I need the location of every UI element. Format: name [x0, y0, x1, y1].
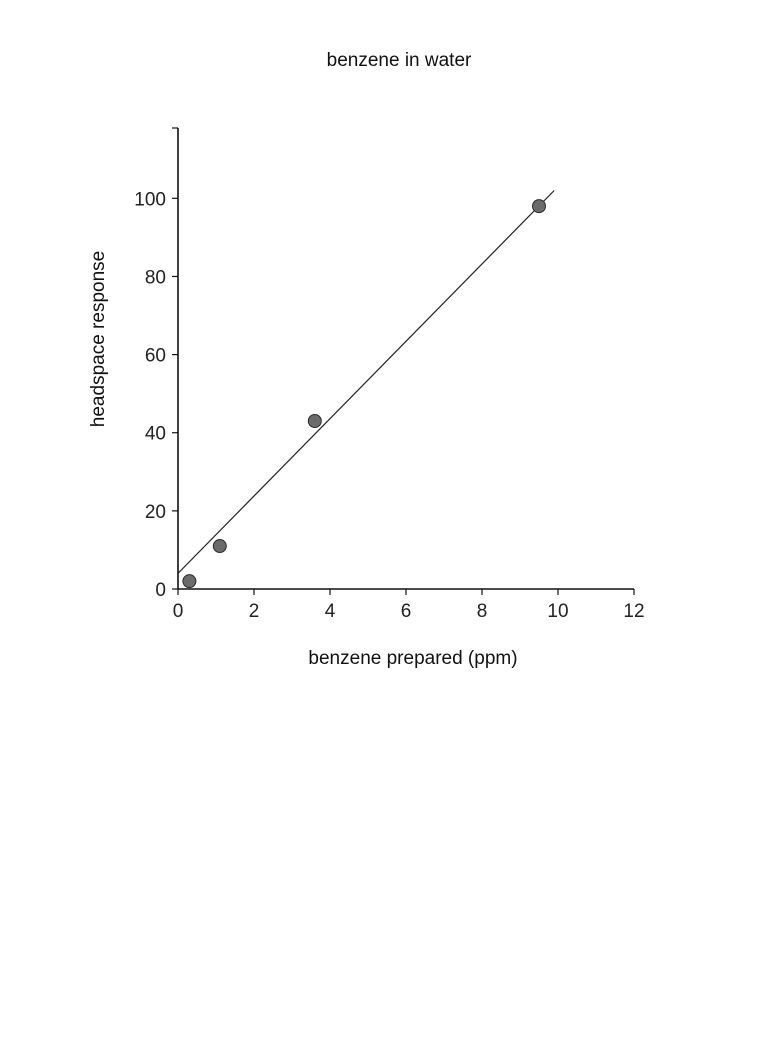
x-tick-label: 10: [547, 601, 568, 622]
fit-line-group: [177, 190, 555, 574]
x-tick-label: 0: [173, 601, 184, 622]
y-tick-label: 40: [145, 424, 166, 445]
x-tick-label: 8: [477, 601, 488, 622]
axes: [177, 128, 634, 590]
y-tick-label: 100: [134, 189, 166, 210]
chart-title: benzene in water: [326, 50, 472, 71]
fit-line: [177, 190, 555, 574]
y-tick-label: 80: [145, 267, 166, 288]
data-point: [182, 574, 197, 589]
y-tick-label: 0: [155, 580, 166, 601]
x-tick-label: 4: [325, 601, 336, 622]
data-point: [532, 199, 546, 214]
data-points: [182, 199, 546, 589]
y-tick-label: 20: [145, 502, 166, 523]
x-axis-title: benzene prepared (ppm): [308, 648, 517, 669]
data-point: [307, 414, 322, 429]
y-tick-label: 60: [145, 346, 166, 367]
x-tick-label: 6: [401, 601, 412, 622]
data-point: [212, 539, 227, 554]
y-axis-title: headspace response: [88, 251, 109, 427]
x-tick-label: 2: [249, 601, 260, 622]
x-tick-label: 12: [623, 601, 644, 622]
tick-marks: 0 2 4 6 8 10 12 0 20 40 60 80 100: [134, 127, 645, 622]
